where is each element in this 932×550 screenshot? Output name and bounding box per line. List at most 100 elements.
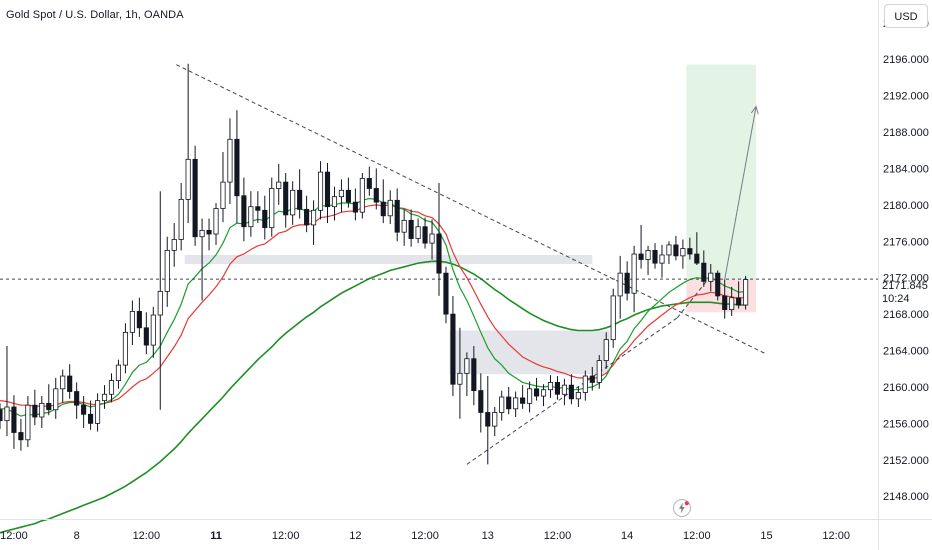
candle-56: [387, 190, 393, 224]
candle-100: [694, 232, 700, 265]
ema-mid-line: [0, 204, 746, 407]
candle-body: [248, 206, 254, 228]
candle-body: [122, 331, 128, 366]
candle-body: [624, 272, 630, 294]
candle-89: [617, 255, 623, 319]
price-zone-1: [184, 254, 593, 265]
candle-body: [401, 219, 407, 233]
candle-55: [380, 179, 386, 224]
x-tick-label: 12:00: [133, 530, 161, 542]
candle-body: [687, 248, 693, 255]
candle-69: [478, 373, 484, 433]
y-tick-label: 2172.000: [883, 273, 929, 285]
candle-4: [25, 396, 31, 448]
candle-body: [729, 297, 735, 310]
candle-body: [39, 402, 45, 418]
candle-body: [25, 404, 31, 441]
candle-32: [220, 152, 226, 223]
candle-68: [471, 346, 477, 406]
candle-body: [533, 388, 540, 397]
currency-button[interactable]: USD: [884, 4, 928, 28]
candle-body: [178, 199, 184, 240]
candle-39: [269, 177, 275, 237]
candle-body: [652, 249, 658, 264]
candle-47: [324, 162, 331, 224]
last-price-tag: 2171.845 10:24: [882, 280, 928, 306]
candle-body: [88, 413, 94, 424]
bar-countdown: 10:24: [882, 293, 910, 305]
candle-body: [450, 313, 456, 385]
candle-17: [115, 359, 122, 389]
candle-95: [659, 244, 665, 278]
x-tick-label: 12: [349, 530, 361, 542]
candle-body: [164, 249, 170, 292]
candle-body: [715, 272, 721, 297]
candle-body: [520, 397, 526, 404]
candle-body: [324, 171, 331, 208]
candle-body: [331, 196, 338, 208]
candle-53: [366, 166, 372, 196]
candle-body: [443, 272, 449, 315]
candle-body: [262, 209, 268, 229]
y-tick-label: 2196.000: [883, 54, 929, 66]
candle-52: [359, 173, 365, 219]
candle-90: [624, 261, 630, 301]
candle-body: [345, 189, 351, 203]
candle-body: [67, 375, 73, 392]
candle-body: [513, 397, 519, 410]
candle-73: [506, 386, 512, 415]
candle-body: [394, 199, 400, 233]
candle-body: [206, 229, 212, 235]
candle-77: [533, 377, 540, 401]
candle-87: [603, 332, 609, 369]
candle-body: [722, 295, 728, 310]
candle-62: [429, 219, 435, 260]
candle-body: [115, 364, 122, 382]
candle-81: [561, 378, 567, 406]
candle-61: [422, 217, 428, 249]
candle-body: [408, 219, 414, 239]
candle-57: [394, 188, 400, 242]
y-tick-label: 2180.000: [883, 200, 929, 212]
lightning-badge-icon[interactable]: [672, 498, 692, 518]
candle-31: [213, 203, 219, 245]
candle-46: [317, 161, 324, 220]
candle-27: [185, 63, 191, 224]
trendline-3: [676, 275, 712, 319]
candle-96: [666, 241, 672, 265]
candle-29: [199, 218, 205, 301]
candle-14: [94, 393, 101, 432]
candle-body: [60, 375, 66, 390]
candle-0: [0, 403, 3, 429]
candle-body: [220, 181, 226, 209]
candle-13: [88, 400, 94, 430]
candle-5: [32, 389, 38, 426]
candle-76: [527, 381, 533, 413]
candle-10: [67, 364, 73, 399]
candle-body: [589, 375, 595, 383]
candle-body: [582, 375, 588, 393]
candle-20: [136, 297, 142, 337]
x-tick-label: 12:00: [822, 530, 850, 542]
y-tick-label: 2192.000: [883, 91, 929, 103]
candle-63: [436, 183, 442, 296]
candle-98: [680, 239, 686, 269]
candle-67: [464, 352, 470, 397]
candle-9: [60, 369, 66, 403]
candle-body: [701, 262, 707, 282]
x-tick-label: 11: [210, 530, 222, 542]
candle-1: [4, 346, 10, 437]
candle-58: [401, 209, 407, 246]
candle-body: [575, 392, 581, 400]
candle-45: [311, 200, 317, 245]
candle-64: [443, 266, 449, 324]
candle-103: [715, 270, 721, 301]
x-tick-label: 15: [760, 530, 772, 542]
candle-body: [694, 253, 700, 264]
y-tick-label: 2176.000: [883, 236, 929, 248]
y-tick-label: 2160.000: [883, 382, 929, 394]
candle-body: [673, 244, 679, 257]
last-price-value: 2171.845: [882, 280, 928, 292]
candle-body: [631, 253, 637, 294]
